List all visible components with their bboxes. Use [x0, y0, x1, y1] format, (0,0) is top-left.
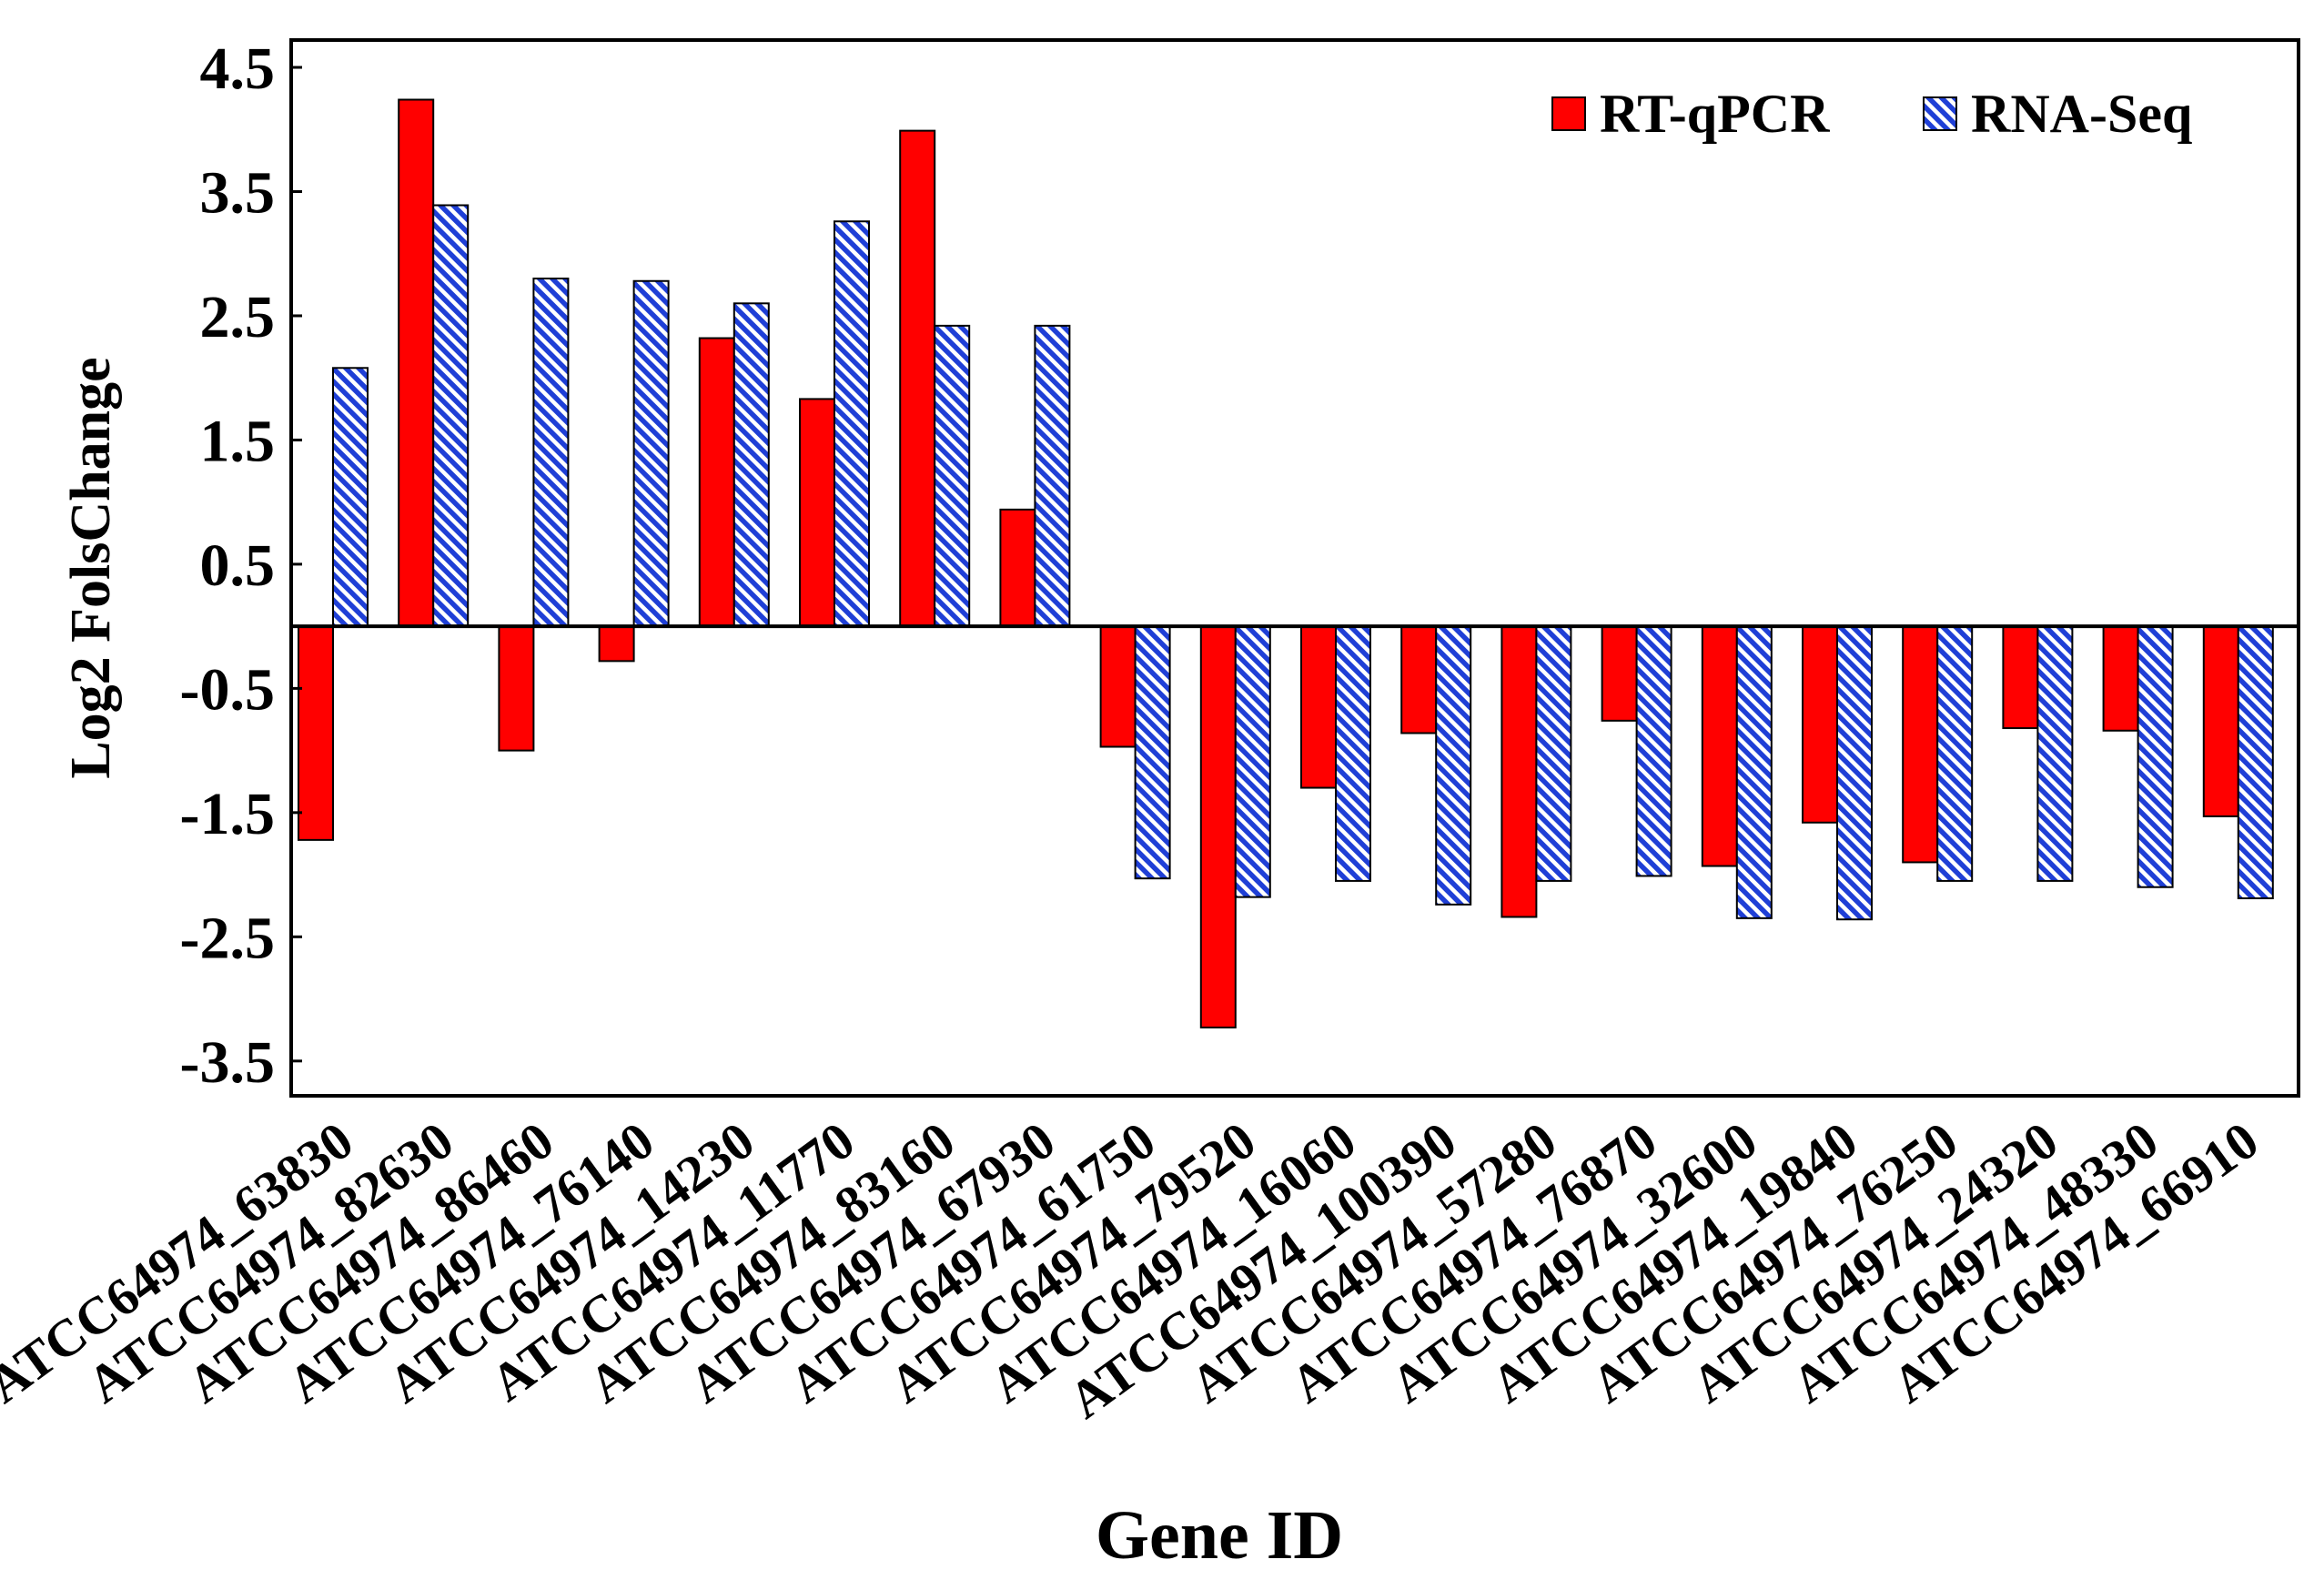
bar-rt-qpcr-7 [899, 129, 936, 628]
bar-rna-seq-3 [532, 278, 570, 628]
bar-rt-qpcr-6 [799, 398, 835, 628]
bar-rna-seq-10 [1234, 625, 1271, 898]
y-tick-label: 0.5 [200, 532, 276, 599]
y-axis-label: Log2 FolsChange [60, 357, 122, 778]
bar-rt-qpcr-13 [1500, 625, 1538, 918]
y-tick-label: -2.5 [180, 905, 275, 971]
y-tick-label: 2.5 [200, 284, 276, 350]
bar-rt-qpcr-11 [1300, 625, 1337, 789]
legend-label-rna-seq: RNA-Seq [1971, 84, 2192, 144]
bar-rt-qpcr-19 [2102, 625, 2139, 732]
bar-rna-seq-1 [332, 367, 369, 628]
legend: RT-qPCR RNA-Seq [1551, 84, 2192, 144]
bar-rna-seq-7 [934, 324, 971, 628]
plot-area-frame [289, 38, 2300, 1098]
y-tick-label: 3.5 [200, 159, 276, 226]
y-tick-label: 1.5 [200, 408, 276, 474]
bar-rt-qpcr-14 [1601, 625, 1638, 722]
bar-rna-seq-4 [632, 279, 670, 628]
bar-rna-seq-14 [1635, 625, 1672, 877]
y-tick-label: -3.5 [180, 1029, 275, 1096]
bars-group [298, 98, 2274, 1028]
y-tick-label: -0.5 [180, 656, 275, 723]
bar-rt-qpcr-3 [498, 625, 535, 752]
legend-label-rt-qpcr: RT-qPCR [1600, 84, 1830, 144]
bar-rt-qpcr-10 [1199, 625, 1237, 1028]
legend-swatch-rt-qpcr [1551, 96, 1586, 131]
bar-rt-qpcr-2 [398, 98, 435, 628]
bar-rt-qpcr-16 [1802, 625, 1838, 824]
bar-rt-qpcr-5 [698, 337, 735, 628]
bar-rt-qpcr-15 [1701, 625, 1738, 867]
y-tick-label: -1.5 [180, 781, 275, 847]
bar-rna-seq-12 [1435, 625, 1472, 906]
bar-rna-seq-8 [1034, 324, 1071, 628]
bar-rna-seq-5 [733, 302, 770, 628]
bar-rna-seq-2 [432, 204, 470, 628]
bar-rna-seq-16 [1836, 625, 1873, 921]
bar-rt-qpcr-18 [2002, 625, 2039, 730]
x-axis-tick-labels: ATCC64974_63830ATCC64974_82630ATCC64974_… [0, 1110, 2268, 1430]
bar-rt-qpcr-12 [1400, 625, 1438, 734]
bar-rna-seq-20 [2237, 625, 2274, 900]
bar-rt-qpcr-9 [1099, 625, 1137, 748]
bar-rna-seq-18 [2036, 625, 2074, 882]
bar-rna-seq-19 [2137, 625, 2174, 888]
bar-rna-seq-6 [834, 220, 870, 628]
bar-rt-qpcr-20 [2202, 625, 2239, 817]
bar-rt-qpcr-4 [598, 625, 635, 663]
bar-rt-qpcr-1 [298, 625, 334, 841]
y-axis-ticks: 4.5 3.5 2.5 1.5 0.5 -0.5 -1.5 -2.5 -3.5 [180, 35, 302, 1096]
legend-swatch-rna-seq [1923, 96, 1957, 131]
x-axis-label: Gene ID [1096, 1497, 1343, 1574]
bar-rna-seq-9 [1134, 625, 1171, 880]
bar-rna-seq-17 [1936, 625, 1974, 882]
bar-rna-seq-11 [1335, 625, 1371, 882]
bar-rna-seq-13 [1535, 625, 1572, 882]
bar-rna-seq-15 [1735, 625, 1773, 919]
y-tick-label: 4.5 [200, 35, 276, 102]
bar-rt-qpcr-17 [1902, 625, 1939, 864]
bar-rt-qpcr-8 [999, 508, 1036, 628]
